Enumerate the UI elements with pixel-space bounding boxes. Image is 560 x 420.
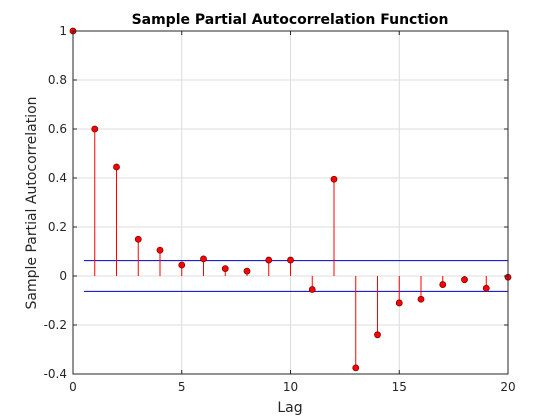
stem-marker: [461, 276, 468, 284]
axes-box: [72, 30, 509, 375]
stem-marker: [482, 284, 490, 292]
stem-marker: [221, 265, 229, 273]
stem-marker: [330, 175, 338, 183]
stem-marker: [265, 256, 273, 264]
stem-marker: [287, 256, 294, 264]
stem-marker: [134, 235, 142, 243]
y-tick-label: 0.8: [48, 73, 67, 87]
y-tick-label: 0: [59, 269, 67, 283]
y-tick-label: 1: [59, 24, 67, 38]
x-tick-label: 10: [283, 380, 298, 394]
x-tick-labels: 0 5 10 15 20: [69, 380, 515, 394]
grid-lines: [72, 30, 509, 375]
stem-marker: [417, 295, 425, 303]
stem-marker: [308, 286, 316, 293]
stem-marker: [395, 299, 403, 307]
stem-marker: [178, 261, 186, 269]
y-axis-label: Sample Partial Autocorrelation: [24, 96, 40, 309]
stem-marker: [156, 246, 164, 254]
x-tick-label: 15: [392, 380, 407, 394]
x-tick-label: 5: [178, 380, 186, 394]
stem-marker: [113, 163, 120, 171]
y-tick-label: 0.6: [48, 122, 67, 136]
x-axis-label: Lag: [277, 400, 302, 416]
y-tick-labels: -0.4 -0.2 0 0.2 0.4 0.6 0.8 1: [44, 24, 67, 381]
stem-marker: [91, 125, 99, 133]
stem-marker: [374, 331, 381, 339]
y-tick-label: 0.2: [48, 220, 67, 234]
x-tick-label: 20: [500, 380, 515, 394]
stem-marker: [352, 364, 360, 372]
confidence-bounds: [83, 260, 508, 292]
y-tick-label: -0.2: [44, 318, 67, 332]
x-tick-label: 0: [69, 380, 77, 394]
chart-title: Sample Partial Autocorrelation Function: [132, 12, 449, 28]
y-tick-label: 0.4: [48, 171, 67, 185]
stem-marker: [439, 281, 447, 288]
stem-marker: [243, 267, 251, 275]
stem-marker: [200, 255, 207, 263]
y-tick-label: -0.4: [44, 367, 67, 381]
